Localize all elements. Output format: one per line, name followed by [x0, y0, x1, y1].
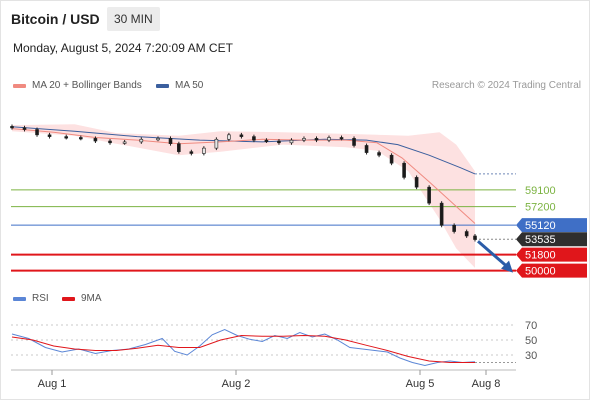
- forecast-arrow-head: [501, 260, 513, 273]
- legend-rsi-ma: 9MA: [62, 293, 102, 304]
- x-tick-label: Aug 1: [38, 378, 67, 390]
- price-label-55120: 55120: [525, 220, 556, 232]
- candle-body: [64, 136, 69, 139]
- x-tick-label: Aug 8: [472, 378, 501, 390]
- price-badge-55120: [516, 218, 587, 233]
- ma20-line: [11, 128, 476, 224]
- candle-body: [414, 177, 419, 188]
- price-label-59100: 59100: [525, 185, 556, 197]
- price-badge-53535: [516, 232, 587, 247]
- ma50-swatch: [156, 83, 169, 88]
- candle-body: [464, 231, 469, 237]
- legend-rsi-ma-label: 9MA: [81, 293, 102, 304]
- candle-body: [302, 138, 306, 141]
- candle-body: [108, 140, 112, 144]
- candle-body: [427, 186, 431, 204]
- rsi-swatch: [13, 296, 26, 301]
- credit-text: Research © 2024 Trading Central: [431, 80, 581, 91]
- candle-body: [377, 152, 381, 156]
- candle-body: [202, 147, 206, 154]
- candle-body: [168, 138, 173, 144]
- candle-body: [189, 151, 194, 154]
- rsi-line: [11, 328, 476, 367]
- legend-rsi: RSI: [13, 293, 49, 304]
- candle-body: [239, 134, 244, 137]
- rsi-ma-line: [11, 334, 475, 363]
- candle-body: [214, 138, 219, 149]
- candle-body: [327, 137, 331, 141]
- candle-body: [473, 235, 477, 240]
- candle-body: [35, 129, 39, 136]
- price-label-53535: 53535: [525, 234, 556, 246]
- candle-body: [439, 202, 444, 226]
- legend-rsi-label: RSI: [32, 293, 49, 304]
- price-label-51800: 51800: [525, 250, 556, 262]
- candle-body: [22, 127, 27, 130]
- candle-body: [79, 137, 83, 140]
- candle-body: [47, 134, 52, 137]
- ma20-swatch: [13, 83, 26, 88]
- legend-ma50-label: MA 50: [175, 80, 204, 91]
- rsi-ma-swatch: [62, 296, 75, 301]
- ma50-line: [11, 126, 476, 175]
- candle-body: [93, 138, 98, 142]
- candle-body: [122, 141, 127, 144]
- price-badge-50000: [516, 263, 587, 278]
- candle-body: [339, 137, 344, 140]
- candle-body: [156, 138, 160, 141]
- price-badge-51800: [516, 247, 587, 262]
- legend-ma50: MA 50: [156, 80, 203, 91]
- candle-body: [227, 134, 231, 140]
- legend-ma20-label: MA 20 + Bollinger Bands: [32, 80, 142, 91]
- candle-body: [389, 154, 394, 164]
- candle-body: [352, 138, 356, 146]
- candle-body: [364, 145, 369, 153]
- candle-body: [264, 139, 269, 142]
- bollinger-band: [12, 124, 475, 268]
- legend-ma20: MA 20 + Bollinger Bands: [13, 80, 142, 91]
- chart-datetime: Monday, August 5, 2024 7:20:09 AM CET: [13, 41, 233, 55]
- rsi-tick-50: 50: [525, 335, 537, 347]
- price-label-50000: 50000: [525, 266, 556, 278]
- x-tick-label: Aug 2: [222, 378, 251, 390]
- candle-body: [314, 138, 319, 141]
- rsi-tick-30: 30: [525, 350, 537, 362]
- x-tick-label: Aug 5: [406, 378, 435, 390]
- candle-body: [402, 162, 406, 178]
- chart-title: Bitcoin / USD: [11, 11, 100, 27]
- rsi-tick-70: 70: [525, 320, 537, 332]
- interval-button[interactable]: 30 MIN: [107, 7, 160, 31]
- candle-body: [252, 136, 256, 141]
- price-label-57200: 57200: [525, 202, 556, 214]
- candle-body: [452, 225, 456, 232]
- forecast-arrow-shaft: [477, 240, 507, 267]
- candle-body: [277, 140, 281, 144]
- candle-body: [139, 138, 144, 143]
- candle-body: [289, 139, 294, 144]
- candle-body: [10, 126, 14, 129]
- candle-body: [177, 143, 181, 152]
